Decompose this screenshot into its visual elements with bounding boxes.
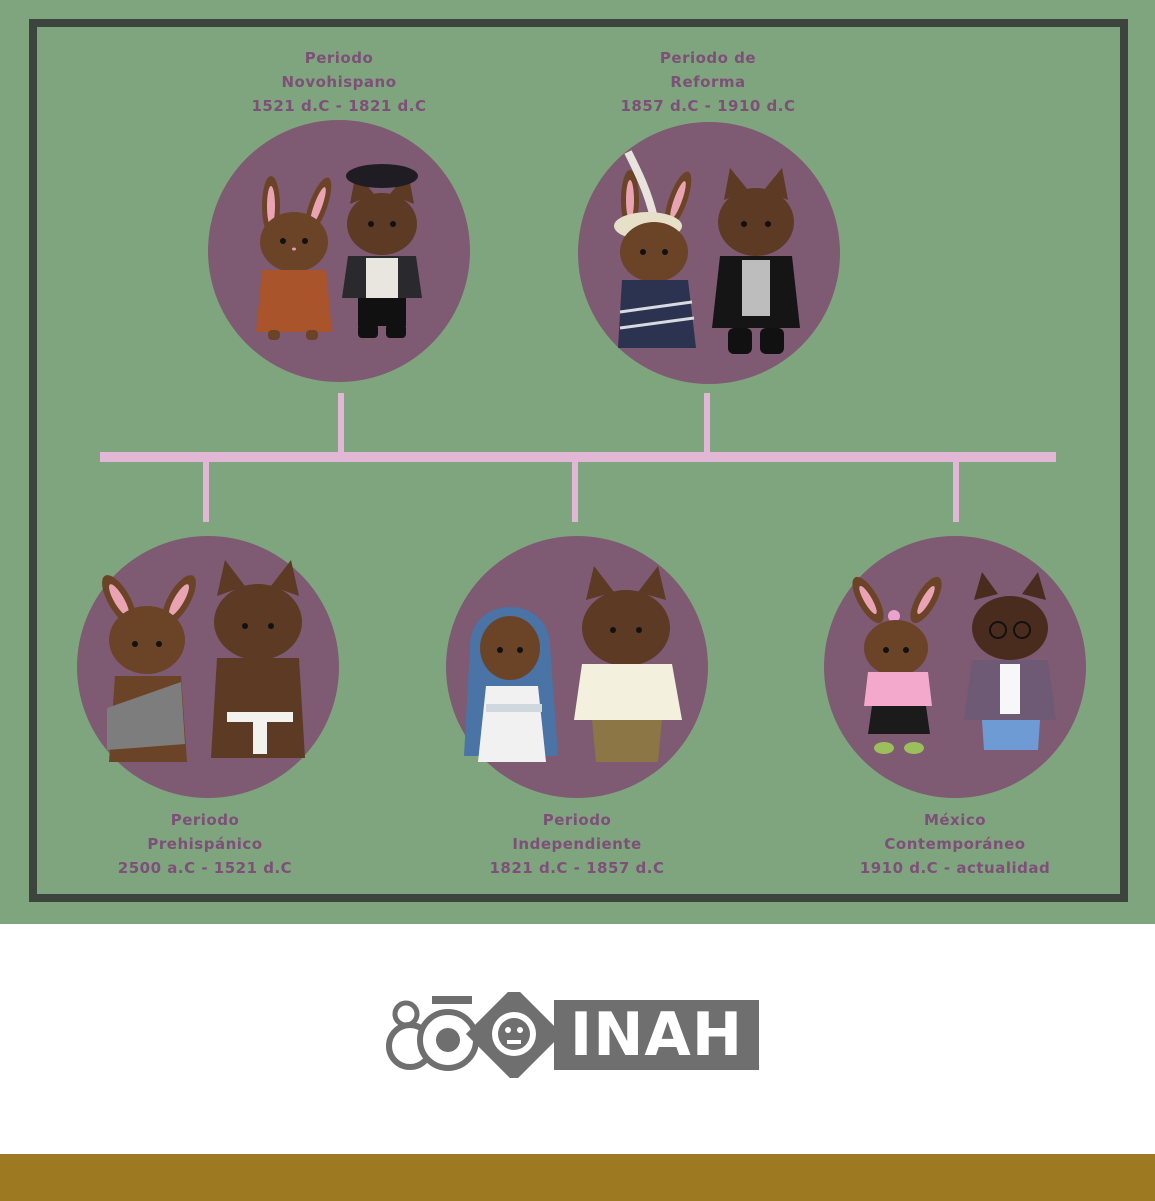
period-dates: 1910 d.C - actualidad: [859, 859, 1051, 877]
board-frame: [29, 19, 1128, 902]
period-title: Periodo: [304, 49, 374, 67]
inah-logo: INAH: [386, 992, 768, 1078]
period-title: Periodo de: [659, 49, 757, 67]
rabbit-character: [102, 575, 196, 762]
period-dates: 1821 d.C - 1857 d.C: [489, 859, 665, 877]
inah-sun-glyph-icon: [465, 992, 554, 1078]
period-disc-novohispano: [208, 120, 470, 382]
connector-prehispanico: [203, 458, 209, 522]
novohispano-couple-illustration: [256, 164, 422, 340]
period-title: Periodo: [170, 811, 240, 829]
period-disc-contemporaneo: [824, 536, 1086, 798]
prehispanico-couple-illustration: [102, 560, 305, 762]
period-subtitle: Prehispánico: [147, 835, 263, 853]
timeline-board: Periodo Novohispano 1521 d.C - 1821 d.C …: [0, 0, 1155, 924]
period-subtitle: Reforma: [670, 73, 746, 91]
period-subtitle: Novohispano: [281, 73, 397, 91]
cat-character: [964, 572, 1056, 750]
rabbit-character: [852, 576, 942, 754]
period-dates: 1857 d.C - 1910 d.C: [620, 97, 796, 115]
period-title: Periodo: [542, 811, 612, 829]
period-label-contemporaneo: México Contemporáneo 1910 d.C - actualid…: [805, 808, 1105, 880]
period-disc-reforma: [578, 122, 840, 384]
connector-contemporaneo: [953, 458, 959, 522]
connector-reforma: [704, 393, 710, 455]
rabbit-character: [464, 607, 558, 762]
period-label-independiente: Periodo Independiente 1821 d.C - 1857 d.…: [427, 808, 727, 880]
contemporaneo-couple-illustration: [852, 572, 1056, 754]
cat-character: [574, 566, 682, 762]
period-subtitle: Independiente: [512, 835, 642, 853]
footer-bar: [0, 1154, 1155, 1201]
rabbit-character: [614, 150, 696, 348]
logo-number-85: [386, 992, 554, 1078]
period-disc-prehispanico: [77, 536, 339, 798]
independiente-couple-illustration: [464, 566, 682, 762]
rabbit-character: [256, 176, 332, 340]
period-label-novohispano: Periodo Novohispano 1521 d.C - 1821 d.C: [189, 46, 489, 118]
period-title: México: [923, 811, 987, 829]
reforma-couple-illustration: [614, 150, 800, 354]
connector-novohispano: [338, 393, 344, 455]
period-dates: 1521 d.C - 1821 d.C: [251, 97, 427, 115]
period-dates: 2500 a.C - 1521 d.C: [117, 859, 293, 877]
cat-character: [342, 164, 422, 338]
logo-inah-text: INAH: [554, 1000, 759, 1070]
cat-character: [211, 560, 305, 758]
period-label-prehispanico: Periodo Prehispánico 2500 a.C - 1521 d.C: [55, 808, 355, 880]
timeline-axis: [100, 452, 1056, 462]
connector-independiente: [572, 458, 578, 522]
period-subtitle: Contemporáneo: [884, 835, 1026, 853]
period-disc-independiente: [446, 536, 708, 798]
cat-character: [712, 168, 800, 354]
period-label-reforma: Periodo de Reforma 1857 d.C - 1910 d.C: [558, 46, 858, 118]
